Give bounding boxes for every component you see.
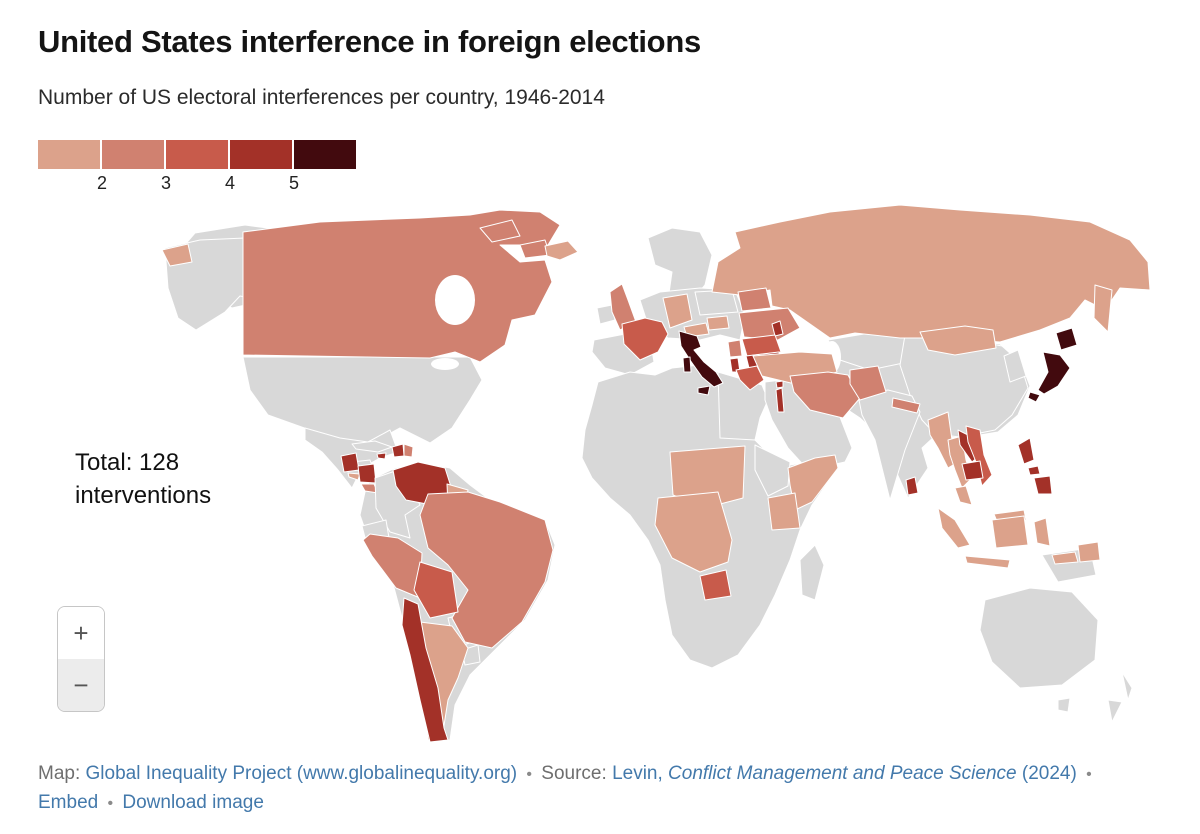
download-image-link[interactable]: Download image	[122, 792, 264, 813]
country-nepal[interactable]	[891, 397, 921, 414]
country-moldova[interactable]	[771, 320, 784, 337]
legend-swatch-5	[294, 140, 356, 169]
separator-dot: •	[526, 766, 533, 783]
legend-tick-labels: 2 3 4 5	[38, 169, 360, 195]
country-russia-chukotka[interactable]	[161, 243, 193, 267]
country-jamaica[interactable]	[376, 452, 387, 460]
country-ukraine[interactable]	[738, 307, 801, 341]
country-serbia[interactable]	[727, 339, 743, 358]
zoom-out-button[interactable]: −	[58, 659, 104, 711]
footer: Map: Global Inequality Project (www.glob…	[38, 760, 1178, 818]
country-guatemala[interactable]	[340, 452, 360, 473]
source-journal-link[interactable]: Conflict Management and Peace Science	[668, 763, 1017, 784]
country-indonesia[interactable]	[937, 507, 1101, 569]
total-annotation-line2: interventions	[75, 482, 212, 509]
country-belarus[interactable]	[737, 287, 772, 312]
country-afghanistan[interactable]	[849, 365, 887, 401]
country-el-salvador[interactable]	[347, 472, 361, 481]
map-credit-link[interactable]: Global Inequality Project (www.globaline…	[85, 763, 518, 784]
legend-tick-5: 5	[288, 173, 300, 193]
country-dr-congo[interactable]	[654, 491, 733, 573]
legend-color-blocks	[38, 140, 360, 169]
country-peru[interactable]	[362, 533, 423, 599]
legend-swatch-2	[102, 140, 164, 169]
landmass-korea	[1003, 349, 1027, 383]
landmass-cuba	[351, 440, 393, 453]
country-kenya[interactable]	[767, 492, 801, 531]
country-nicaragua[interactable]	[357, 463, 377, 484]
separator-dot: •	[1086, 766, 1092, 783]
country-lebanon[interactable]	[775, 380, 784, 389]
country-bolivia[interactable]	[413, 561, 459, 619]
legend-swatch-1	[38, 140, 100, 169]
country-russia-kamchatka[interactable]	[1093, 284, 1113, 333]
country-greece[interactable]	[735, 365, 765, 391]
page-subtitle: Number of US electoral interferences per…	[38, 86, 605, 109]
country-mongolia[interactable]	[919, 325, 997, 356]
country-vietnam[interactable]	[965, 425, 993, 487]
color-legend: 2 3 4 5	[38, 140, 360, 195]
legend-tick-2: 2	[96, 173, 108, 193]
country-zimbabwe[interactable]	[699, 569, 732, 601]
country-somalia[interactable]	[787, 454, 839, 511]
separator-dot: •	[107, 795, 114, 812]
country-iceland[interactable]	[544, 240, 579, 261]
country-philippines[interactable]	[1017, 437, 1053, 495]
legend-swatch-4	[230, 140, 292, 169]
country-cambodia[interactable]	[961, 460, 984, 481]
country-chile[interactable]	[401, 597, 449, 743]
zoom-in-button[interactable]: +	[58, 607, 104, 659]
country-japan[interactable]	[1027, 327, 1078, 403]
landmass-egypt	[717, 371, 769, 441]
landmass-madagascar	[799, 544, 825, 601]
country-russia[interactable]	[711, 204, 1151, 343]
total-annotation: Total: 128 interventions	[75, 446, 211, 512]
landmass-new-zealand	[1107, 671, 1133, 723]
landmass-usa	[242, 356, 483, 444]
country-sudan[interactable]	[669, 445, 746, 509]
country-brazil[interactable]	[419, 491, 554, 649]
map-zoom-controls: + −	[57, 606, 105, 712]
landmass-ireland	[596, 304, 616, 325]
country-canada[interactable]	[242, 209, 561, 363]
page-title: United States interference in foreign el…	[38, 24, 701, 59]
black-sea	[773, 339, 817, 355]
landmass-ethiopia	[754, 444, 791, 497]
landmass-tasmania	[1057, 697, 1071, 713]
country-italy[interactable]	[678, 330, 724, 396]
country-sri-lanka[interactable]	[905, 476, 919, 496]
country-germany[interactable]	[662, 293, 693, 329]
hudson-bay	[435, 275, 475, 325]
landmass-india	[857, 389, 921, 501]
source-label: Source:	[541, 763, 607, 784]
country-israel[interactable]	[775, 387, 785, 413]
legend-tick-3: 3	[160, 173, 172, 193]
source-year-link[interactable]: (2024)	[1021, 763, 1077, 784]
source-author-link[interactable]: Levin,	[612, 763, 663, 784]
country-slovakia[interactable]	[706, 315, 730, 331]
country-iran[interactable]	[789, 371, 861, 419]
map-credit-label: Map:	[38, 763, 81, 784]
country-france[interactable]	[621, 317, 669, 361]
embed-link[interactable]: Embed	[38, 792, 99, 813]
legend-swatch-3	[166, 140, 228, 169]
country-dominican-republic[interactable]	[403, 443, 414, 458]
landmass-australia	[979, 587, 1099, 689]
country-romania[interactable]	[741, 334, 782, 357]
total-annotation-line1: Total: 128	[75, 449, 180, 476]
legend-tick-4: 4	[224, 173, 236, 193]
great-lakes	[431, 358, 459, 370]
